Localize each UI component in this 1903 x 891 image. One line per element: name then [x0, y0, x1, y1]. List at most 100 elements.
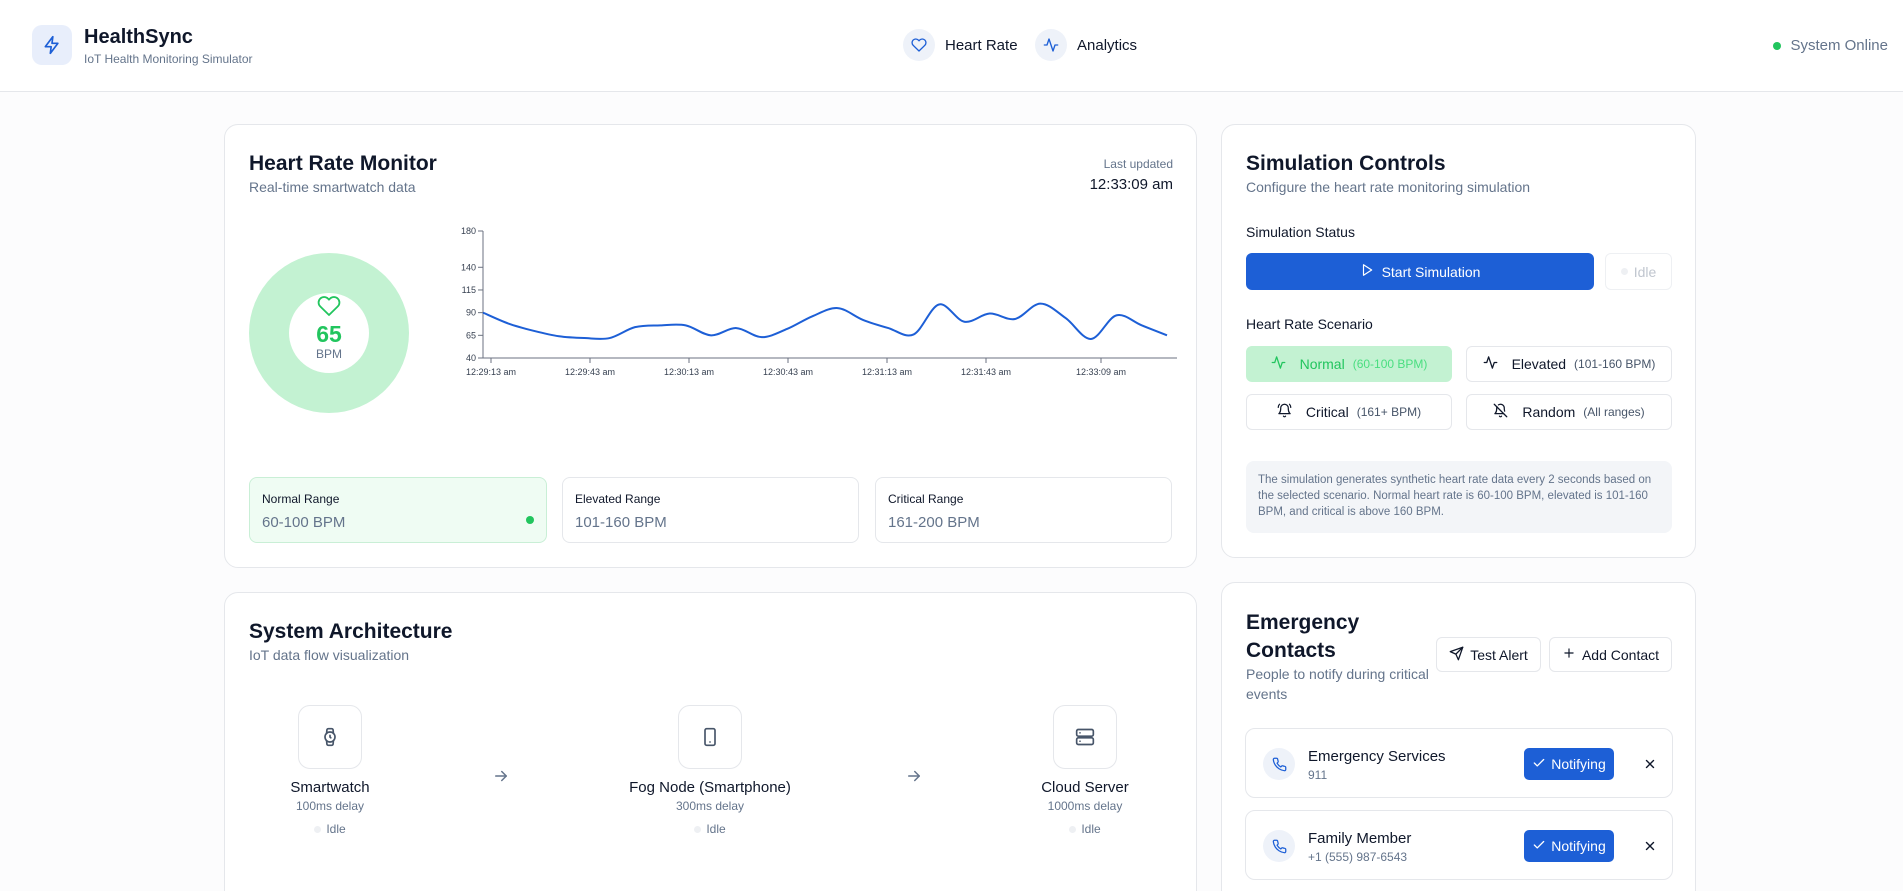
- contact-name: Family Member: [1308, 830, 1412, 847]
- smartwatch-state: Idle: [245, 822, 415, 836]
- monitor-title: Heart Rate Monitor: [249, 152, 437, 175]
- app-subtitle: IoT Health Monitoring Simulator: [84, 52, 253, 66]
- x-tick-label: 12:31:13 am: [862, 367, 912, 377]
- server-icon: [1053, 705, 1117, 769]
- scenario-elevated-range: (101-160 BPM): [1574, 357, 1656, 371]
- monitor-subtitle: Real-time smartwatch data: [249, 179, 416, 195]
- contact-card: Emergency Services 911 Notifying: [1245, 728, 1673, 798]
- remove-contact-button[interactable]: [1639, 753, 1661, 775]
- normal-range-box: Normal Range 60-100 BPM: [249, 477, 547, 543]
- add-contact-button[interactable]: Add Contact: [1549, 637, 1672, 672]
- scenario-critical-name: Critical: [1305, 404, 1349, 420]
- x-tick-label: 12:30:13 am: [664, 367, 714, 377]
- smartwatch-delay: 100ms delay: [295, 799, 365, 813]
- nav-heart-rate-label: Heart Rate: [945, 36, 1018, 54]
- close-icon: [1645, 759, 1655, 769]
- add-contact-label: Add Contact: [1581, 646, 1660, 663]
- smartphone-icon: [678, 705, 742, 769]
- activity-icon: [1483, 355, 1498, 373]
- heart-rate-line: [482, 302, 1168, 340]
- cloud-server-state: Idle: [1000, 822, 1170, 836]
- architecture-title: System Architecture: [249, 620, 453, 643]
- check-icon: [1532, 756, 1546, 773]
- phone-icon: [1263, 830, 1295, 862]
- elevated-range-label: Elevated Range: [575, 492, 661, 506]
- heart-rate-chart: 40 65 90 115 140 180 12:29:13 am 12:29:43 am 12:…: [461, 226, 1177, 377]
- active-range-dot: [526, 516, 534, 524]
- arch-node-cloud-server: Cloud Server 1000ms delay Idle: [1000, 705, 1170, 836]
- critical-range-box: Critical Range 161-200 BPM: [875, 477, 1172, 543]
- bell-ring-icon: [1277, 403, 1292, 421]
- critical-range-label: Critical Range: [888, 492, 964, 506]
- scenario-elevated-name: Elevated: [1511, 356, 1567, 372]
- fog-node-state: Idle: [605, 822, 815, 836]
- phone-icon: [1263, 748, 1295, 780]
- plus-icon: [1562, 646, 1576, 663]
- contact-name: Emergency Services: [1308, 748, 1446, 765]
- architecture-subtitle: IoT data flow visualization: [249, 647, 410, 663]
- emergency-subtitle: People to notify during critical events: [1246, 666, 1429, 702]
- controls-subtitle: Configure the heart rate monitoring simu…: [1246, 179, 1531, 195]
- scenario-random-button[interactable]: Random (All ranges): [1466, 394, 1672, 430]
- x-tick-label: 12:31:43 am: [961, 367, 1011, 377]
- notifying-label: Notifying: [1551, 756, 1606, 772]
- smartwatch-name: Smartwatch: [290, 779, 370, 796]
- y-tick-label: 65: [466, 330, 476, 340]
- x-tick-label: 12:30:43 am: [763, 367, 813, 377]
- nav-analytics-label: Analytics: [1077, 36, 1138, 54]
- app-name: HealthSync: [84, 26, 193, 48]
- y-tick-label: 180: [461, 226, 476, 236]
- test-alert-label: Test Alert: [1470, 646, 1528, 663]
- scenario-label: Heart Rate Scenario: [1246, 316, 1373, 332]
- activity-icon: [1035, 29, 1067, 61]
- elevated-range-value: 101-160 BPM: [575, 514, 667, 531]
- system-status-label: System Online: [1790, 37, 1888, 54]
- emergency-title: Emergency Contacts: [1246, 611, 1360, 662]
- idle-dot: [1620, 268, 1628, 275]
- bell-off-icon: [1493, 403, 1508, 421]
- nav-analytics[interactable]: Analytics: [1035, 29, 1137, 61]
- bpm-value: 65: [316, 321, 342, 347]
- cloud-server-name: Cloud Server: [1041, 779, 1129, 796]
- arch-node-fog-node: Fog Node (Smartphone) 300ms delay Idle: [605, 705, 815, 836]
- fog-node-delay: 300ms delay: [675, 799, 745, 813]
- top-bar: HealthSync IoT Health Monitoring Simulat…: [0, 0, 1903, 92]
- play-icon: [1360, 263, 1374, 280]
- remove-contact-button[interactable]: [1639, 835, 1661, 857]
- elevated-range-box: Elevated Range 101-160 BPM: [562, 477, 859, 543]
- scenario-elevated-button[interactable]: Elevated (101-160 BPM): [1466, 346, 1672, 382]
- nav-heart-rate[interactable]: Heart Rate: [903, 29, 1018, 61]
- critical-range-value: 161-200 BPM: [888, 514, 980, 531]
- x-tick-label: 12:33:09 am: [1076, 367, 1126, 377]
- simulation-status-badge: Idle: [1605, 253, 1672, 290]
- normal-range-label: Normal Range: [262, 492, 340, 506]
- last-updated-label: Last updated: [1103, 157, 1173, 171]
- contact-card: Family Member +1 (555) 987-6543 Notifyin…: [1245, 810, 1673, 880]
- bpm-unit: BPM: [315, 347, 342, 361]
- arch-node-smartwatch: Smartwatch 100ms delay Idle: [245, 705, 415, 836]
- logo-bolt-icon: [32, 25, 72, 65]
- idle-label: Idle: [1633, 263, 1657, 280]
- emergency-contacts-card: Emergency Contacts People to notify duri…: [1221, 582, 1696, 891]
- scenario-random-name: Random: [1522, 404, 1576, 420]
- notifying-toggle[interactable]: Notifying: [1524, 830, 1614, 862]
- check-icon: [1532, 838, 1546, 855]
- start-simulation-button[interactable]: Start Simulation: [1246, 253, 1594, 290]
- last-updated-time: 12:33:09 am: [1089, 176, 1173, 193]
- heart-icon: [903, 29, 935, 61]
- contact-phone: 911: [1308, 768, 1328, 782]
- test-alert-button[interactable]: Test Alert: [1436, 637, 1541, 672]
- y-tick-label: 90: [466, 308, 476, 318]
- notifying-toggle[interactable]: Notifying: [1524, 748, 1614, 780]
- simulation-controls-card: Simulation Controls Configure the heart …: [1221, 124, 1696, 558]
- cloud-server-delay: 1000ms delay: [1047, 799, 1123, 813]
- simulation-status-label: Simulation Status: [1246, 224, 1355, 240]
- scenario-critical-button[interactable]: Critical (161+ BPM): [1246, 394, 1452, 430]
- bpm-gauge: 65 BPM: [249, 253, 409, 413]
- system-architecture-card: System Architecture IoT data flow visual…: [224, 592, 1197, 891]
- scenario-normal-button[interactable]: Normal (60-100 BPM): [1246, 346, 1452, 382]
- heart-rate-monitor-card: Heart Rate Monitor Real-time smartwatch …: [224, 124, 1197, 568]
- scenario-normal-range: (60-100 BPM): [1352, 357, 1428, 371]
- simulation-info-text: The simulation generates synthetic heart…: [1246, 461, 1672, 533]
- y-tick-label: 40: [466, 353, 476, 363]
